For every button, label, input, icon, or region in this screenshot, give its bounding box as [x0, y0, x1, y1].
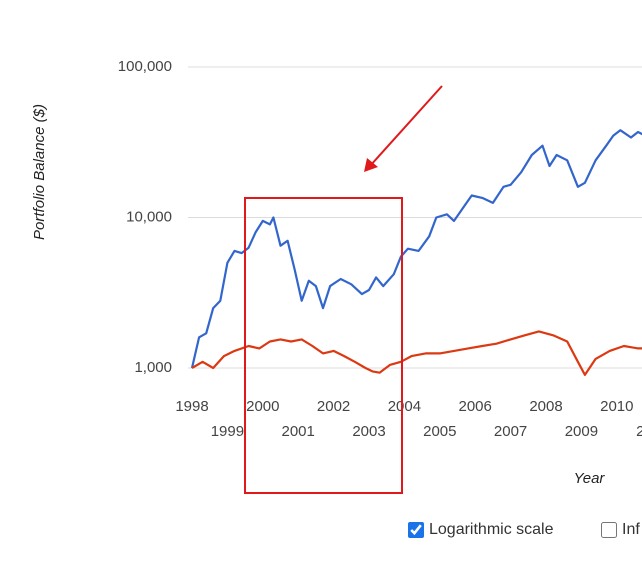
checkbox-label: Logarithmic scale [429, 521, 554, 538]
checkbox[interactable] [408, 522, 424, 538]
x-tick-label: 2007 [494, 423, 527, 440]
series-line [191, 330, 642, 376]
x-tick-label: 2002 [317, 398, 350, 415]
y-tick-label: 10,000 [126, 208, 172, 225]
x-tick-label: 2000 [246, 398, 279, 415]
x-tick-label: 2005 [423, 423, 456, 440]
checkbox-option[interactable]: Inf [601, 521, 640, 539]
x-tick-label: 1999 [211, 423, 244, 440]
x-tick-label: 2010 [600, 398, 633, 415]
highlight-box [244, 197, 403, 494]
checkbox[interactable] [601, 522, 617, 538]
checkbox-option[interactable]: Logarithmic scale [408, 521, 554, 539]
y-tick-label: 1,000 [134, 359, 172, 376]
arrow-shaft [369, 85, 443, 167]
x-tick-label: 2006 [459, 398, 492, 415]
x-tick-label: 2001 [282, 423, 315, 440]
x-tick-label: 1998 [175, 398, 208, 415]
x-tick-label: 2009 [565, 423, 598, 440]
x-axis-title: Year [574, 470, 606, 487]
y-tick-label: 100,000 [118, 58, 172, 75]
series-line [190, 129, 642, 369]
x-tick-label: 2011 [636, 423, 642, 440]
checkbox-label: Inf [622, 521, 640, 538]
x-tick-label: 2004 [388, 398, 421, 415]
x-tick-label: 2008 [529, 398, 562, 415]
y-axis-title: Portfolio Balance ($) [31, 104, 48, 240]
x-tick-label: 2003 [352, 423, 385, 440]
arrow-head [364, 158, 378, 172]
